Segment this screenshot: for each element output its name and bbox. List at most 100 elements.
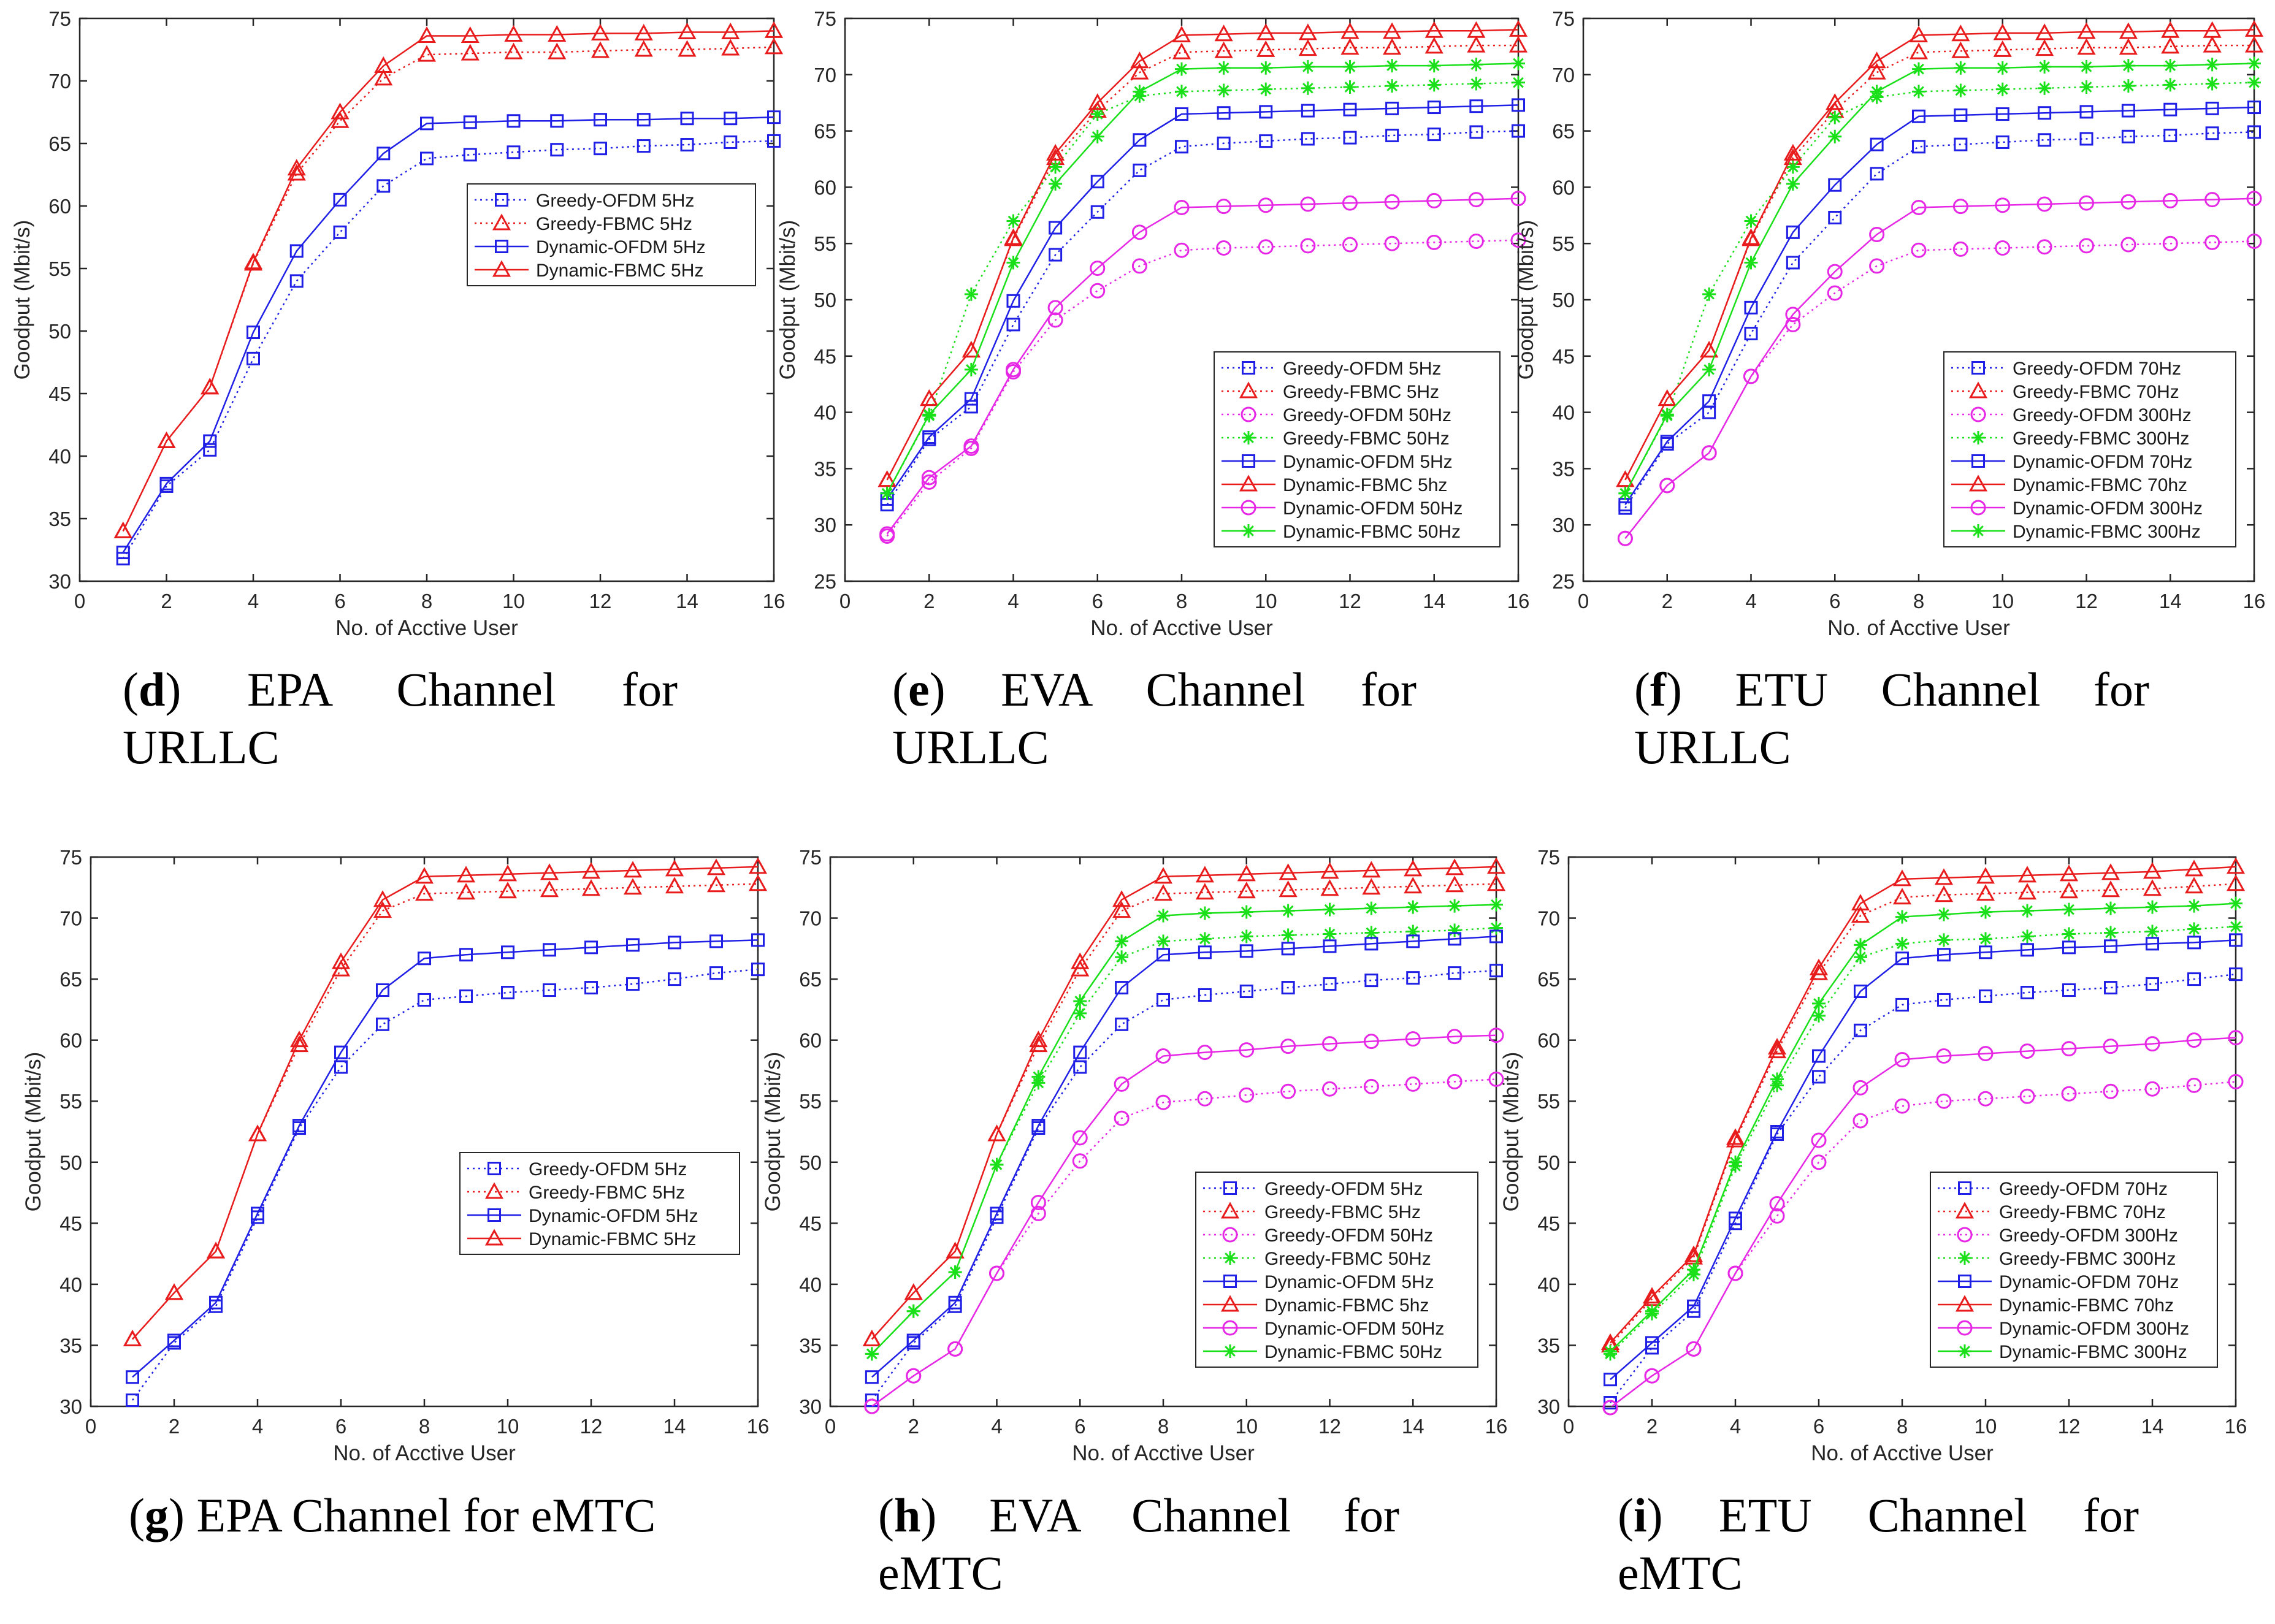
data-point (1852, 1080, 1868, 1096)
data-point (2246, 191, 2262, 207)
data-point (2059, 882, 2079, 899)
y-tick-label: 50 (59, 1151, 82, 1174)
legend-entry: Dynamic-OFDM 5Hz (529, 1206, 698, 1226)
legend: Greedy-OFDM 70Hz Greedy-FBMC 70Hz Greedy-O… (1943, 351, 2236, 547)
data-point (1406, 934, 1420, 948)
data-point (1006, 214, 1020, 228)
y-tick-label: 60 (814, 176, 836, 199)
x-tick-label: 4 (248, 590, 259, 612)
y-tick-label: 25 (1552, 570, 1575, 593)
data-point (498, 864, 518, 882)
data-point (456, 883, 476, 900)
data-point (1744, 256, 1758, 270)
legend-marker (1222, 1320, 1238, 1336)
data-point (1090, 205, 1104, 219)
data-point (1195, 883, 1214, 900)
data-point (1870, 137, 1884, 151)
data-point (126, 1370, 139, 1384)
data-point (2104, 939, 2117, 953)
data-point (540, 863, 559, 880)
data-point (1448, 923, 1462, 937)
caption-d: (d) EPA Channel for URLLC (123, 661, 678, 776)
data-point (1259, 105, 1273, 119)
data-point (2184, 877, 2204, 894)
data-point (865, 1347, 879, 1361)
data-point (1510, 232, 1526, 248)
data-point (865, 1370, 879, 1384)
data-point (1828, 129, 1842, 143)
data-point (1006, 362, 1021, 378)
series-4 (1618, 101, 2261, 512)
y-tick-label: 65 (799, 968, 822, 991)
data-point (1157, 993, 1170, 1007)
legend-marker (1968, 475, 1988, 492)
series-line (1624, 44, 2254, 481)
data-point (1072, 1130, 1088, 1146)
data-point (1029, 1035, 1048, 1053)
data-point (1488, 1071, 1504, 1087)
data-point (2162, 193, 2178, 208)
legend-marker (1957, 1320, 1973, 1336)
data-point (1239, 929, 1253, 944)
data-point (767, 110, 781, 124)
x-tick-label: 10 (1975, 1415, 1997, 1438)
data-point (1854, 950, 1867, 964)
legend-marker (484, 1182, 504, 1199)
legend-entry: Greedy-FBMC 50Hz (1283, 429, 1450, 449)
legend-entry: Dynamic-FBMC 300Hz (1999, 1342, 2187, 1362)
legend-box (1930, 1172, 2218, 1368)
data-point (1892, 888, 1912, 905)
data-point (1489, 964, 1503, 978)
y-tick-label: 45 (799, 1212, 822, 1235)
data-point (2077, 38, 2096, 55)
data-point (2229, 896, 2242, 910)
y-tick-label: 40 (1537, 1273, 1560, 1296)
data-point (1323, 977, 1337, 991)
data-point (209, 1295, 223, 1309)
data-point (1786, 225, 1800, 239)
series-line (1610, 883, 2236, 1346)
series-2 (126, 933, 765, 1384)
data-point (1047, 312, 1063, 328)
data-point (1006, 256, 1020, 270)
data-point (2187, 936, 2201, 950)
data-point (333, 225, 347, 239)
caption-text: (d) EPA Channel for URLLC (123, 663, 678, 774)
x-tick-label: 10 (497, 1415, 519, 1438)
data-point (1448, 966, 1462, 980)
y-tick-label: 30 (799, 1395, 822, 1418)
data-point (2121, 79, 2135, 93)
x-tick-label: 2 (1662, 590, 1673, 612)
data-point (987, 1124, 1006, 1142)
data-point (1090, 129, 1104, 143)
data-point (581, 879, 601, 896)
data-point (2203, 21, 2222, 38)
y-tick-label: 35 (799, 1334, 822, 1357)
data-point (292, 1119, 306, 1133)
data-point (1031, 1070, 1046, 1084)
legend-entry: Greedy-FBMC 5Hz (536, 214, 692, 234)
data-point (2163, 59, 2178, 73)
legend-entry: Dynamic-FBMC 5Hz (529, 1229, 696, 1249)
data-point (906, 1368, 922, 1384)
data-point (1828, 110, 1842, 124)
y-tick-label: 25 (814, 570, 836, 593)
data-point (1604, 1344, 1617, 1359)
caption-label: e (908, 663, 930, 716)
legend-marker (1971, 454, 1985, 468)
data-point (678, 22, 697, 39)
data-point (1811, 1132, 1827, 1148)
series-line (1624, 106, 2254, 505)
legend-entry: Greedy-OFDM 50Hz (1283, 405, 1451, 425)
y-tick-label: 60 (48, 195, 71, 218)
y-axis-label: Goodput (Mbit/s) (21, 1052, 45, 1212)
data-point (2247, 101, 2261, 115)
data-point (1894, 1098, 1910, 1114)
data-point (418, 951, 431, 966)
series-4 (1604, 933, 2242, 1387)
legend-entry: Greedy-FBMC 5Hz (1283, 382, 1439, 402)
data-point (501, 986, 514, 1000)
data-point (1895, 937, 1909, 951)
data-point (2203, 36, 2222, 53)
data-point (1175, 85, 1188, 99)
